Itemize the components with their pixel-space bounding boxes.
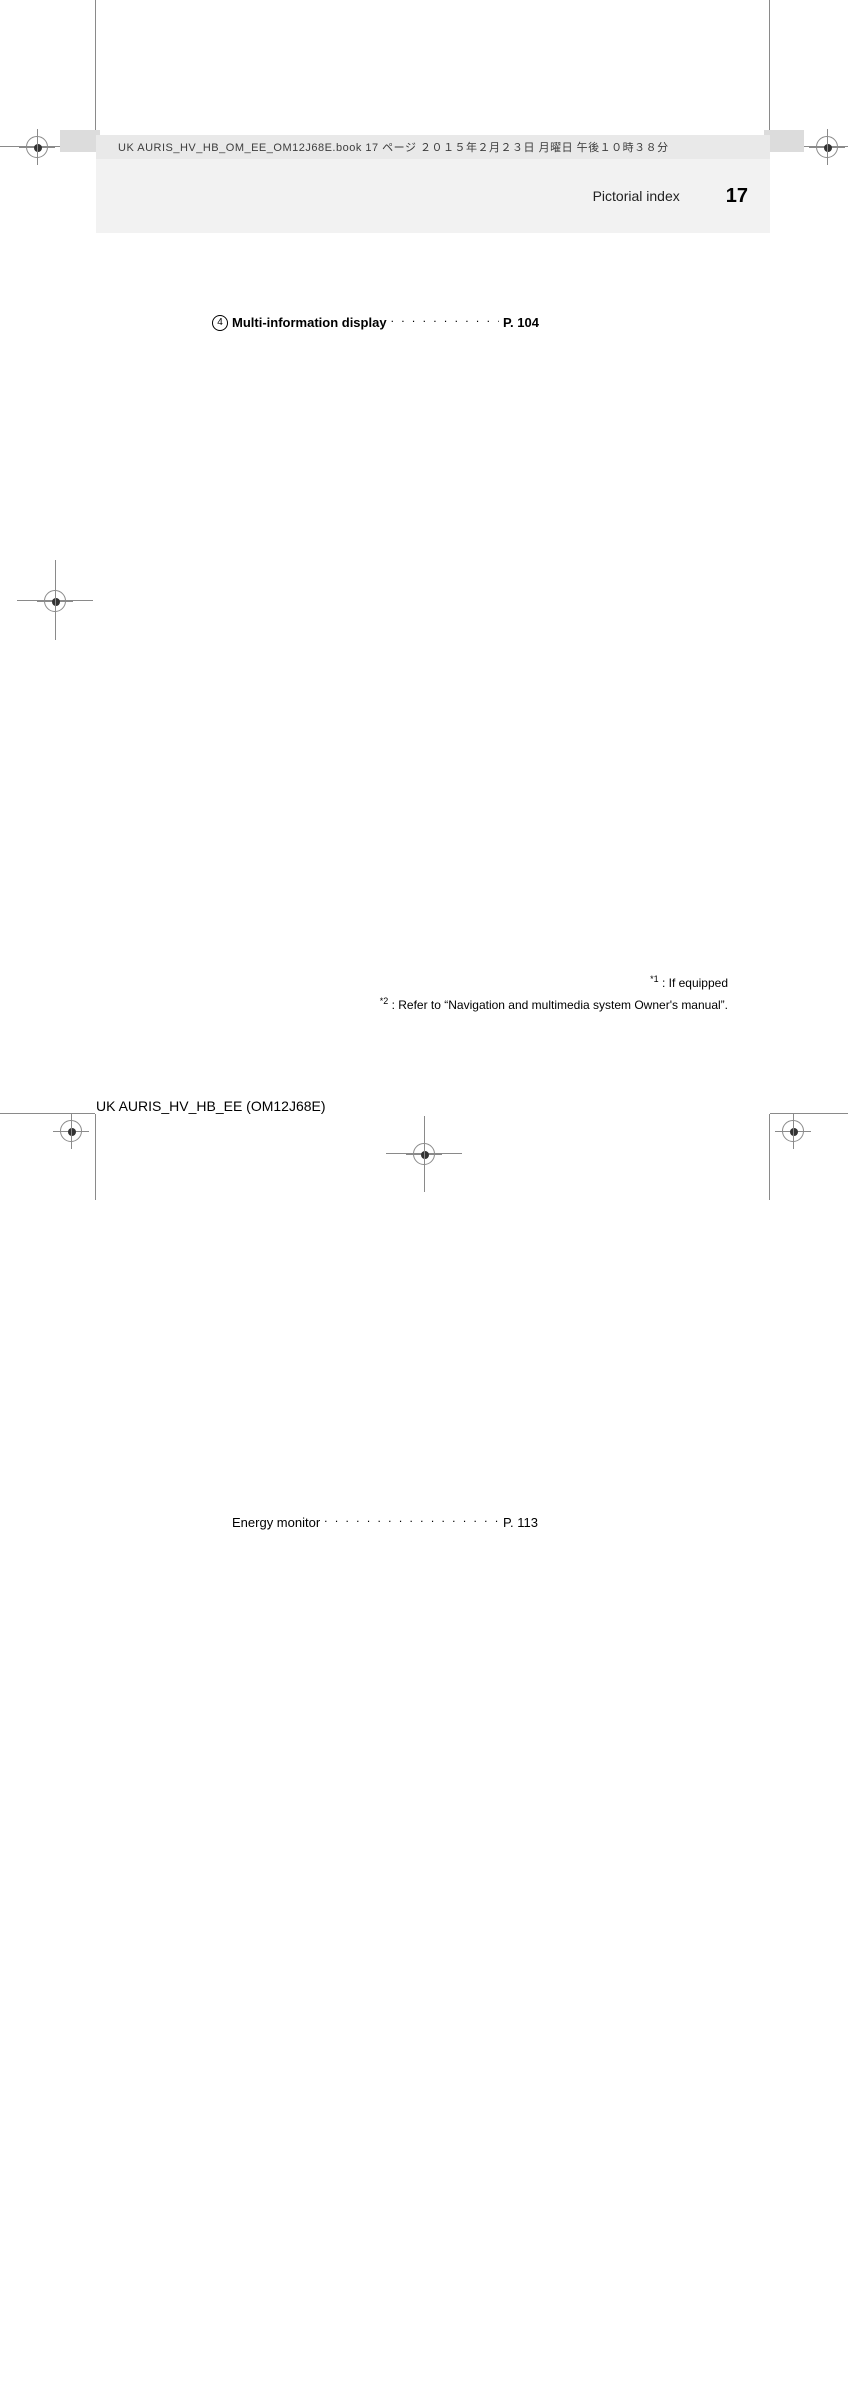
row-label: Multi-information display <box>232 314 387 332</box>
footnote-1-mark: *1 <box>650 974 659 984</box>
footnote-1: *1 : If equipped <box>380 970 728 992</box>
index-item: 4Multi-information displayP. 104Energy m… <box>208 314 656 2400</box>
footnote-2-text: : Refer to “Navigation and multimedia sy… <box>392 998 728 1012</box>
row-page: P. 104 <box>503 314 848 1514</box>
item-lines: Multi-information displayP. 104Energy mo… <box>232 314 848 2400</box>
doc-id: UK AURIS_HV_HB_EE (OM12J68E) <box>96 1098 326 1114</box>
footnotes: *1 : If equipped *2 : Refer to “Navigati… <box>380 970 728 1014</box>
leader-dots <box>324 1514 499 1527</box>
footnote-2-mark: *2 <box>380 996 389 1006</box>
page-number: 17 <box>726 185 748 208</box>
item-marker: 4 <box>208 314 232 332</box>
footnote-1-text: : If equipped <box>662 976 728 990</box>
print-header-text: UK AURIS_HV_HB_OM_EE_OM12J68E.book 17 ペー… <box>118 139 669 155</box>
item-number-circle: 4 <box>212 315 228 331</box>
section-title-band: Pictorial index 17 <box>96 159 770 233</box>
row-label: Energy monitor <box>232 1514 320 1532</box>
index-row: Multi-information display P. 104 <box>232 314 848 1514</box>
row-page: P. 113 <box>503 1514 848 2400</box>
section-title: Pictorial index <box>593 188 680 204</box>
index-content: 4Multi-information displayP. 104Energy m… <box>208 314 656 2400</box>
print-header-strip: UK AURIS_HV_HB_OM_EE_OM12J68E.book 17 ペー… <box>96 135 770 159</box>
leader-dots <box>391 314 499 327</box>
footnote-2: *2 : Refer to “Navigation and multimedia… <box>380 992 728 1014</box>
index-row: Energy monitor P. 113 <box>232 1514 848 2400</box>
